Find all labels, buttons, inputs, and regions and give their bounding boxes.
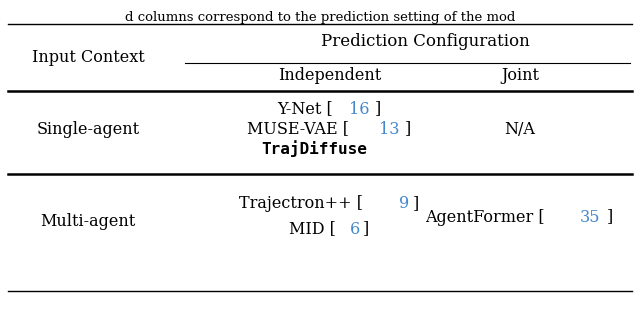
Text: Single-agent: Single-agent: [36, 121, 140, 138]
Text: Prediction Configuration: Prediction Configuration: [321, 33, 529, 50]
Text: AgentFormer [: AgentFormer [: [426, 209, 545, 226]
Text: 16: 16: [349, 100, 369, 117]
Text: MUSE-VAE [: MUSE-VAE [: [247, 121, 349, 138]
Text: Y-Net [: Y-Net [: [276, 100, 333, 117]
Text: Independent: Independent: [278, 67, 381, 84]
Text: 6: 6: [349, 221, 360, 238]
Text: N/A: N/A: [504, 121, 536, 138]
Text: ]: ]: [606, 209, 612, 226]
Text: Joint: Joint: [501, 67, 539, 84]
Text: 13: 13: [378, 121, 399, 138]
Text: 35: 35: [580, 209, 600, 226]
Text: Trajectron++ [: Trajectron++ [: [239, 196, 364, 213]
Text: ]: ]: [413, 196, 419, 213]
Text: 9: 9: [399, 196, 410, 213]
Text: TrajDiffuse: TrajDiffuse: [262, 141, 367, 157]
Text: ]: ]: [375, 100, 381, 117]
Text: ]: ]: [363, 221, 369, 238]
Text: MID [: MID [: [289, 221, 336, 238]
Text: Input Context: Input Context: [31, 49, 145, 66]
Text: Multi-agent: Multi-agent: [40, 213, 136, 230]
Text: d columns correspond to the prediction setting of the mod: d columns correspond to the prediction s…: [125, 11, 515, 24]
Text: ]: ]: [405, 121, 412, 138]
